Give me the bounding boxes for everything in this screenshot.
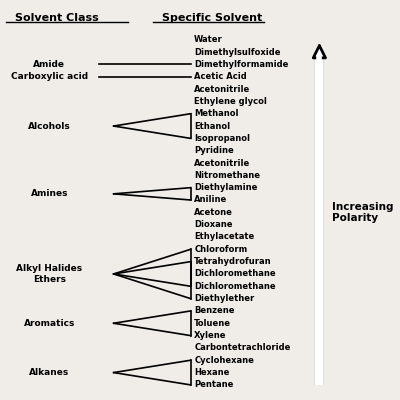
Text: Toluene: Toluene: [194, 319, 231, 328]
Text: Acetonitrile: Acetonitrile: [194, 158, 250, 168]
Text: Nitromethane: Nitromethane: [194, 171, 260, 180]
Text: Tetrahydrofuran: Tetrahydrofuran: [194, 257, 272, 266]
Text: Acetonitrile: Acetonitrile: [194, 84, 250, 94]
Text: Ethylene glycol: Ethylene glycol: [194, 97, 267, 106]
Text: Alkanes: Alkanes: [29, 368, 70, 377]
Text: Benzene: Benzene: [194, 306, 235, 316]
Text: Dichloromethane: Dichloromethane: [194, 270, 276, 278]
Text: Isopropanol: Isopropanol: [194, 134, 250, 143]
Text: Acetic Acid: Acetic Acid: [194, 72, 247, 81]
Text: Pentane: Pentane: [194, 380, 234, 389]
Text: Ethylacetate: Ethylacetate: [194, 232, 254, 242]
Text: Carboxylic acid: Carboxylic acid: [11, 72, 88, 81]
Text: Diethylamine: Diethylamine: [194, 183, 258, 192]
Text: Chloroform: Chloroform: [194, 245, 248, 254]
Text: Aniline: Aniline: [194, 196, 228, 204]
Text: Ethanol: Ethanol: [194, 122, 230, 130]
Text: Amide: Amide: [33, 60, 65, 69]
Text: Hexane: Hexane: [194, 368, 230, 377]
Text: Dioxane: Dioxane: [194, 220, 233, 229]
Text: Cyclohexane: Cyclohexane: [194, 356, 254, 365]
Text: Pyridine: Pyridine: [194, 146, 234, 155]
Text: Methanol: Methanol: [194, 109, 239, 118]
Text: Dimethylsulfoxide: Dimethylsulfoxide: [194, 48, 281, 56]
Text: Solvent Class: Solvent Class: [14, 12, 98, 22]
Text: Amines: Amines: [30, 189, 68, 198]
Text: Acetone: Acetone: [194, 208, 233, 217]
Text: Carbontetrachloride: Carbontetrachloride: [194, 344, 290, 352]
Text: Water: Water: [194, 35, 223, 44]
Text: Dimethylformamide: Dimethylformamide: [194, 60, 288, 69]
Text: Aromatics: Aromatics: [24, 319, 75, 328]
Text: Dichloromethane: Dichloromethane: [194, 282, 276, 291]
Text: Alcohols: Alcohols: [28, 122, 71, 130]
Text: Specific Solvent: Specific Solvent: [162, 12, 262, 22]
Text: Diethylether: Diethylether: [194, 294, 254, 303]
Text: Xylene: Xylene: [194, 331, 227, 340]
Text: Increasing
Polarity: Increasing Polarity: [332, 202, 394, 223]
Text: Alkyl Halides
Ethers: Alkyl Halides Ethers: [16, 264, 82, 284]
